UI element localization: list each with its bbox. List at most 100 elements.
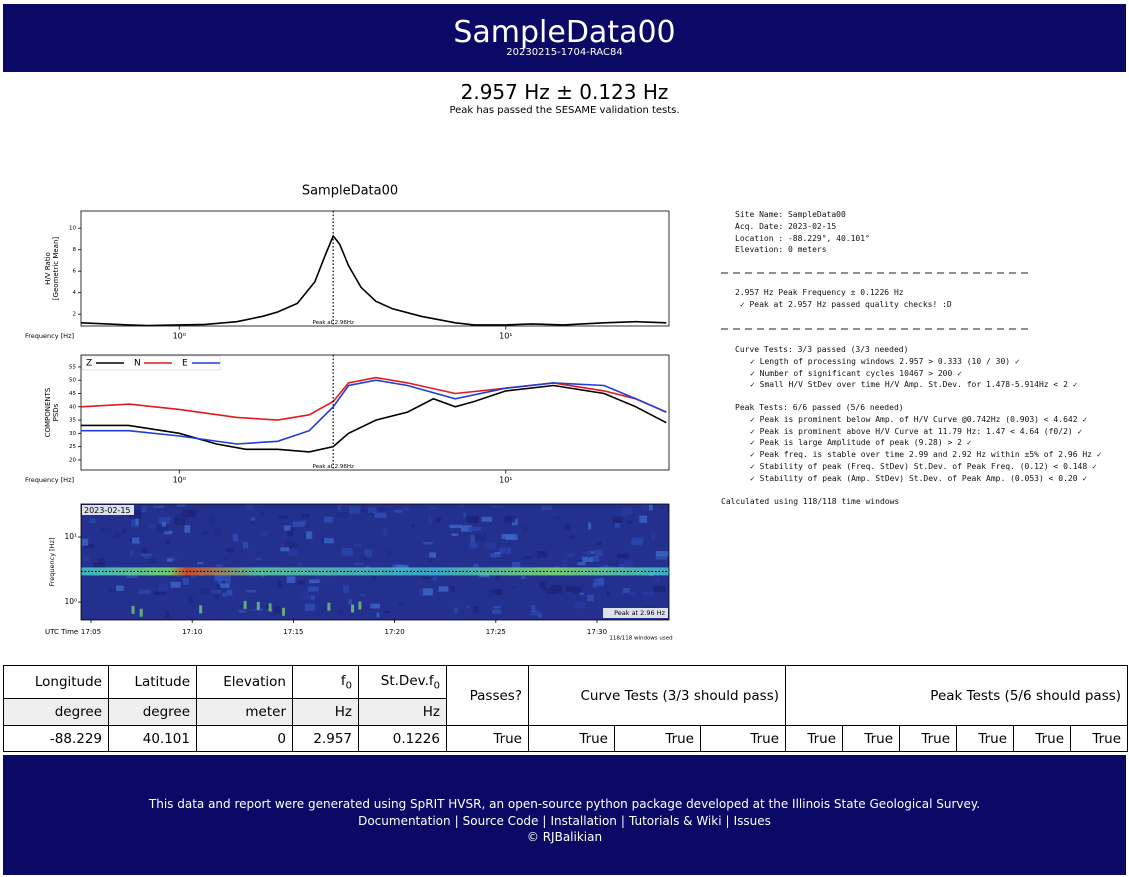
report-line: 2.957 Hz Peak Frequency ± 0.1226 Hz (735, 288, 904, 297)
series-line (80, 234, 667, 327)
windows-note: 118/118 windows used (609, 636, 672, 642)
spectrogram-texture (348, 599, 353, 605)
spectrogram-texture (586, 550, 591, 558)
spectrogram-texture (376, 612, 380, 618)
spectrogram-texture (626, 520, 633, 524)
spectrogram-texture (587, 594, 594, 602)
spectrogram-fleck (139, 608, 143, 617)
report-line: ✓ Stability of peak (Freq. StDev) St.Dev… (750, 461, 1097, 471)
spectrogram-texture (238, 609, 247, 613)
spectrogram-texture (202, 531, 210, 535)
footer-link[interactable]: Source Code (462, 813, 539, 828)
header-cell: Latitude (108, 665, 197, 699)
x-axis-label: Frequency [Hz] (25, 332, 74, 340)
spectrogram-texture (93, 563, 105, 571)
spectrogram-texture (539, 581, 546, 588)
spectrogram-texture (564, 523, 570, 531)
spectrogram-texture (655, 576, 661, 583)
spectrogram-texture (397, 601, 404, 607)
spectrogram-texture (224, 557, 229, 560)
spectrogram-texture (454, 607, 459, 614)
spectrogram-texture (371, 573, 377, 582)
spectrogram-texture (468, 526, 482, 532)
spectrogram-texture (197, 562, 204, 565)
spectrogram-texture (245, 589, 256, 593)
spectrogram-texture (165, 610, 170, 618)
report-line: Peak Tests: 6/6 passed (5/6 needed) (735, 403, 904, 412)
x-tick-label: 17:20 (385, 628, 405, 636)
y-tick-label: 4 (73, 290, 77, 296)
y-axis-label: Frequency [Hz] (48, 537, 56, 586)
footer-link[interactable]: Installation (550, 813, 617, 828)
result: 2.957 Hz ± 0.123 Hz Peak has passed the … (0, 80, 1129, 118)
y-axis-label: COMPONENTS (44, 387, 52, 437)
spectrogram-frame (80, 503, 670, 621)
spectrogram-texture (511, 585, 517, 589)
spectrogram-fleck (199, 605, 203, 614)
y-axis-label: PSDs (52, 403, 60, 421)
spectrogram-texture (550, 585, 563, 594)
spectrogram-texture (629, 592, 637, 595)
spectrogram-texture (216, 585, 223, 593)
spectrogram-texture (341, 547, 353, 556)
spectrogram-texture (309, 579, 320, 584)
spectrogram-texture (242, 541, 249, 549)
report-line: ✓ Small H/V StDev over time H/V Amp. St.… (750, 380, 1078, 390)
header-cell: Peak Tests (5/6 should pass) (785, 665, 1129, 726)
spectrogram-texture (153, 505, 165, 508)
spectrogram-texture (278, 580, 282, 588)
spectrogram-texture (174, 514, 184, 519)
footer-link[interactable]: Issues (733, 813, 771, 828)
spectrogram-texture (606, 592, 611, 597)
spectrogram-texture (660, 505, 664, 509)
spectrogram-texture (542, 584, 546, 591)
footer-link[interactable]: Tutorials & Wiki (628, 813, 722, 828)
spectrogram-texture (107, 588, 116, 592)
data-cell: True (899, 725, 958, 752)
spectrogram-texture (153, 591, 166, 595)
y-tick-label: 2 (73, 312, 77, 318)
spectrogram-texture (504, 515, 516, 523)
x-tick-label: 17:30 (587, 628, 607, 636)
figure-title: SampleData00 (302, 184, 398, 199)
spectrogram-texture (460, 504, 464, 508)
spectrogram-texture (387, 550, 392, 558)
spectrogram-texture (582, 556, 594, 562)
spectrogram-texture (612, 516, 623, 523)
spectrogram-texture (360, 505, 366, 512)
header: SampleData00 20230215-1704-RAC84 (3, 4, 1126, 72)
link-separator: | (620, 813, 625, 828)
spectrogram-texture (245, 504, 254, 511)
x-tick-label: 10⁰ (173, 332, 186, 341)
spectrogram-texture (82, 556, 90, 563)
spectrogram-texture (158, 517, 171, 524)
spectrogram-texture (530, 610, 540, 616)
spectrogram-texture (200, 588, 210, 594)
footer-link[interactable]: Documentation (358, 813, 451, 828)
spectrogram-texture (342, 585, 350, 593)
figure: SampleData00 10⁰ 10¹ Frequency [Hz] 2 4 6 8 10 H/… (25, 184, 673, 642)
y-axis-label: [Geometric Mean] (52, 237, 60, 301)
peak-box (603, 608, 668, 618)
spectrogram-texture (164, 530, 173, 535)
spectrogram-texture (336, 512, 350, 518)
link-separator: | (725, 813, 730, 828)
spectrogram-texture (429, 507, 439, 510)
spectrogram-texture (280, 547, 290, 552)
spectrogram-texture (622, 587, 630, 594)
spectrogram-texture (144, 556, 152, 559)
spectrogram-texture (364, 549, 373, 557)
spectrogram-texture (574, 601, 586, 609)
spectrogram-texture (161, 521, 166, 527)
data-cell: 0 (196, 725, 293, 752)
spectrogram-texture (537, 613, 542, 618)
spectrogram-texture (541, 505, 552, 511)
spectrogram-texture (593, 578, 604, 587)
spectrogram-texture (370, 603, 381, 609)
spectrogram-texture (481, 516, 492, 522)
spectrogram-texture (273, 606, 281, 614)
report-block: Curve Tests: 3/3 passed (3/3 needed) ✓ Le… (735, 344, 1078, 391)
header-cell: Curve Tests (3/3 should pass) (527, 665, 787, 726)
unit-cell: Hz (292, 698, 359, 726)
